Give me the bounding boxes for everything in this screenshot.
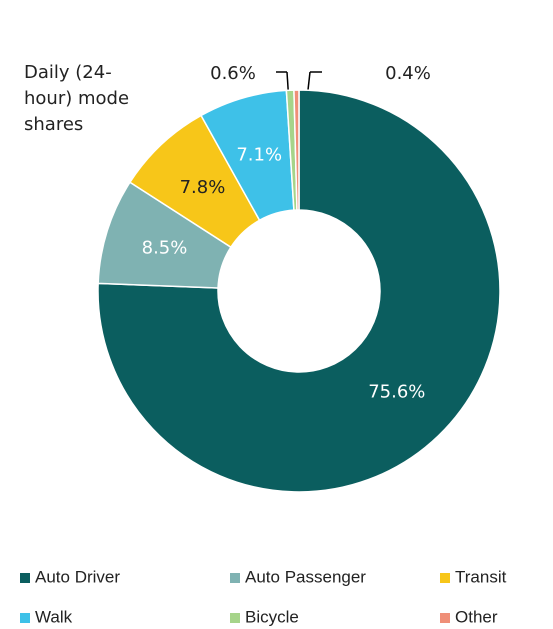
legend-label: Transit	[455, 567, 507, 586]
data-label: 75.6%	[368, 382, 425, 403]
legend-swatch	[230, 573, 240, 583]
data-label: 0.4%	[385, 63, 431, 84]
legend-swatch	[230, 613, 240, 623]
legend-label: Other	[455, 607, 498, 626]
data-label: 7.8%	[180, 177, 226, 198]
wedge	[97, 89, 501, 493]
legend-label: Walk	[35, 607, 73, 626]
data-label: 8.5%	[142, 238, 188, 259]
legend-label: Bicycle	[245, 607, 299, 626]
legend-swatch	[440, 613, 450, 623]
annotation: Daily (24-hour) mode shares	[24, 62, 130, 135]
legend-swatch	[440, 573, 450, 583]
data-label: 0.6%	[210, 63, 256, 84]
legend-label: Auto Passenger	[245, 567, 366, 586]
legend-swatch	[20, 613, 30, 623]
wedge	[293, 89, 300, 211]
legend-swatch	[20, 573, 30, 583]
data-label: 7.1%	[236, 145, 282, 166]
legend-label: Auto Driver	[35, 567, 120, 586]
